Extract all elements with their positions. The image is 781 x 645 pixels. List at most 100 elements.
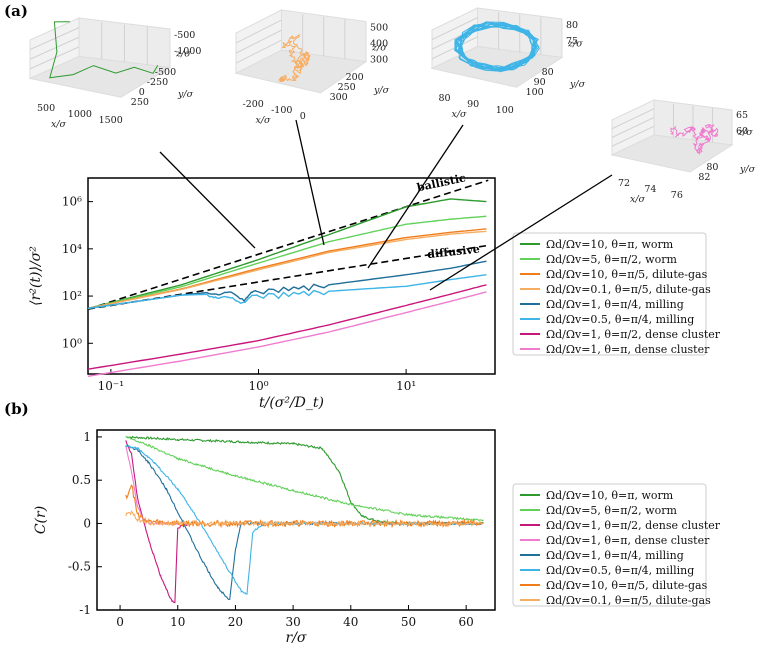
corr-x-tick-label: 10: [170, 615, 185, 629]
inset-z-tick-label: 80: [566, 20, 578, 31]
corr-x-tick-label: 20: [228, 615, 243, 629]
corr-y-tick-label: 0.5: [72, 473, 91, 487]
corr-legend-entry: Ωd/Ωv=10, θ=π, worm: [546, 489, 674, 502]
inset-y-tick-label: 0: [139, 87, 145, 98]
inset-x-tick-label: 500: [37, 103, 55, 114]
inset-x-axis-label: x/σ: [256, 115, 272, 126]
inset-z-axis-label: z/σ: [567, 39, 583, 50]
msd-plot-frame: [87, 177, 496, 375]
corr-series-line: [125, 444, 484, 595]
corr-x-tick-label: 40: [343, 615, 358, 629]
msd-series-line: [87, 284, 487, 370]
inset-y-tick-label: -250: [147, 77, 168, 88]
inset-y-axis-label: y/σ: [373, 85, 390, 96]
corr-series-line: [125, 436, 484, 522]
inset-connector-line: [367, 124, 464, 269]
corr-x-tick-label: 30: [285, 615, 300, 629]
corr-legend-entry: Ωd/Ωv=0.1, θ=π/5, dilute-gas: [546, 594, 711, 607]
inset-y-tick-label: 90: [534, 77, 546, 88]
corr-x-tick-label: 60: [459, 615, 474, 629]
inset-grid-line: [29, 36, 80, 60]
inset-x-axis-label: x/σ: [630, 194, 646, 205]
corr-series-line: [125, 440, 190, 604]
inset-y-tick-label: 80: [542, 67, 554, 78]
inset-y-tick-label: 250: [131, 97, 149, 108]
msd-x-axis-label: t/(σ²/D_t): [259, 395, 324, 411]
inset-z-tick-label: 60: [736, 126, 748, 137]
inset-z-tick-label: 400: [370, 39, 388, 50]
ballistic-annotation: ballistic: [416, 171, 467, 194]
inset-x-tick-label: 100: [496, 105, 514, 116]
corr-y-tick-label: -0.5: [68, 560, 91, 574]
msd-x-tick-label: 10⁰: [248, 379, 268, 393]
inset-y-axis-label: y/σ: [739, 164, 756, 175]
trajectory-insets: 500100015002500-250-500-500-1000x/σy/σz/…: [28, 7, 756, 291]
inset-x-tick-label: 72: [618, 178, 630, 189]
msd-series-line: [87, 260, 487, 310]
corr-x-tick-label: 0: [116, 615, 124, 629]
inset-z-axis-label: z/σ: [175, 49, 191, 60]
corr-series-line: [125, 509, 484, 527]
inset-z-axis-label: z/σ: [737, 127, 753, 138]
inset-z-tick-label: 300: [370, 55, 388, 66]
corr-y-tick-label: 1: [83, 430, 91, 444]
corr-chart: 0 10 20 30 40 50 60 1 0.5 0 -0.5 -1 r/σ C(r): [33, 430, 484, 645]
inset-pane-floor: [28, 55, 172, 98]
inset-x-tick-label: -100: [271, 105, 292, 116]
inset-trajectory: [670, 124, 719, 155]
inset-grid-line: [431, 17, 478, 41]
legends: Ωd/Ωv=10, θ=π, worm Ωd/Ωv=5, θ=π/2, worm Ω…: [520, 238, 721, 607]
msd-y-tick-label: 10⁰: [62, 336, 82, 350]
inset-grid-line: [235, 29, 282, 54]
msd-legend-entry: Ωd/Ωv=0.5, θ=π/4, milling: [546, 313, 694, 326]
inset-x-tick-label: 1000: [68, 109, 92, 120]
inset-y-tick-label: 100: [526, 87, 544, 98]
ballistic-reference-line: [87, 179, 489, 310]
inset-y-axis-label: y/σ: [569, 79, 586, 90]
inset-z-tick-label: 65: [736, 110, 748, 121]
corr-x-axis-label: r/σ: [286, 630, 307, 645]
inset-grid-line: [29, 46, 80, 70]
inset-grid-line: [235, 19, 282, 44]
inset-x-tick-label: 1500: [99, 115, 123, 126]
msd-y-tick-label: 10²: [62, 289, 82, 303]
panel-b-label: (b): [4, 400, 29, 418]
msd-series-line: [87, 198, 487, 310]
inset-x-tick-label: 0: [300, 111, 306, 122]
msd-legend-box: [512, 232, 707, 356]
msd-legend-entry: Ωd/Ωv=0.1, θ=π/5, dilute-gas: [546, 283, 711, 296]
corr-x-tick-label: 50: [401, 615, 416, 629]
corr-series-line: [125, 446, 178, 527]
msd-series-line: [87, 291, 487, 377]
msd-y-tick-label: 10⁶: [62, 195, 82, 209]
inset-y-tick-label: 250: [338, 82, 356, 93]
inset-y-tick-label: 80: [706, 162, 718, 173]
corr-legend-entry: Ωd/Ωv=0.5, θ=π/4, milling: [546, 564, 694, 577]
msd-series-line: [87, 230, 487, 310]
corr-y-tick-label: 0: [83, 516, 91, 530]
inset-y-tick-label: 300: [330, 92, 348, 103]
msd-legend-entry: Ωd/Ωv=1, θ=π/4, milling: [546, 298, 684, 311]
corr-legend-entry: Ωd/Ωv=1, θ=π, dense cluster: [546, 534, 710, 547]
inset-x-tick-label: 90: [467, 99, 479, 110]
inset-connector-line: [159, 151, 256, 249]
inset-x-axis-label: x/σ: [51, 119, 67, 130]
msd-x-tick-label: 10¹: [396, 379, 416, 393]
inset-trajectory: [453, 21, 540, 73]
msd-chart: 10⁻¹ 10⁰ 10¹ 10⁰ 10² 10⁴ 10⁶ t/(σ²/D_t) ⟨r²(t)⟩/…: [28, 171, 489, 411]
inset-x-tick-label: -200: [243, 99, 264, 110]
corr-legend-box: [512, 483, 707, 607]
inset-z-tick-label: -500: [174, 30, 195, 41]
msd-y-tick-label: 10⁴: [62, 242, 82, 256]
inset-grid-line: [611, 125, 655, 147]
msd-series-line: [87, 274, 487, 310]
inset-z-tick-label: 75: [566, 36, 578, 47]
corr-legend-entry: Ωd/Ωv=10, θ=π/5, dilute-gas: [546, 579, 708, 592]
inset-y-tick-label: 82: [698, 172, 710, 183]
inset-x-axis-label: x/σ: [452, 109, 468, 120]
inset-grid-line: [235, 39, 282, 64]
inset-y-tick-label: -500: [155, 67, 176, 78]
msd-y-axis-label: ⟨r²(t)⟩/σ²: [28, 246, 44, 306]
inset-trajectory: [278, 33, 311, 83]
corr-y-tick-label: -1: [79, 603, 91, 617]
